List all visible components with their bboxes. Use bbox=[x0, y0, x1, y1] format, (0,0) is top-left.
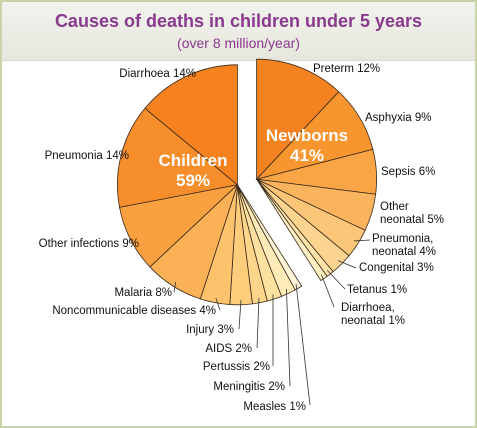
leader-line-noncommunicable-diseases-4 bbox=[215, 297, 221, 311]
slice-label-injury-3: Injury 3% bbox=[186, 324, 234, 336]
slice-label-pneumonia-neonatal-4: Pneumonia, neonatal 4% bbox=[372, 233, 436, 258]
pie-slice-pneumonia-14 bbox=[117, 107, 239, 208]
leader-line-aids-2 bbox=[256, 297, 260, 349]
leader-lines bbox=[173, 239, 371, 406]
slice-label-aids-2: AIDS 2% bbox=[205, 343, 252, 355]
pie-slices bbox=[117, 58, 377, 306]
pie-slice-preterm-12 bbox=[256, 58, 340, 181]
pie-slice-diarrhoea-14 bbox=[144, 64, 238, 186]
slice-label-congenital-3: Congenital 3% bbox=[359, 262, 434, 274]
leader-line-diarrhoea-neonatal-1 bbox=[320, 274, 335, 308]
leader-line-meningitis-2 bbox=[286, 289, 291, 387]
group-name-children: Children bbox=[159, 151, 228, 170]
slice-label-other-neonatal-5: Other neonatal 5% bbox=[380, 201, 444, 226]
leader-line-injury-3 bbox=[238, 299, 242, 330]
slice-labels: Preterm 12% Asphyxia 9% Sepsis 6% Other neon… bbox=[39, 63, 444, 413]
slice-label-sepsis-6: Sepsis 6% bbox=[381, 166, 435, 178]
group-name-newborns: Newborns bbox=[266, 126, 348, 145]
leader-line-tetanus-1 bbox=[326, 269, 346, 290]
leader-line-congenital-3 bbox=[337, 260, 357, 269]
group-percent-children: 59% bbox=[176, 171, 210, 190]
slice-label-measles-1: Measles 1% bbox=[243, 401, 306, 413]
slice-label-preterm-12: Preterm 12% bbox=[313, 63, 380, 75]
leader-line-measles-1 bbox=[295, 283, 311, 406]
chart-title: Causes of deaths in children under 5 yea… bbox=[54, 11, 423, 31]
pie-slice-diarrhoea-neonatal-1 bbox=[256, 178, 328, 282]
group-percent-newborns: 41% bbox=[290, 146, 324, 165]
leader-line-malaria-8 bbox=[173, 281, 177, 293]
slice-label-diarrhoea-14: Diarrhoea 14% bbox=[119, 68, 196, 80]
slice-label-pertussis-2: Pertussis 2% bbox=[203, 361, 270, 373]
slice-label-diarrhoea-neonatal-1: Diarrhoea, neonatal 1% bbox=[341, 302, 405, 327]
slice-label-malaria-8: Malaria 8% bbox=[114, 287, 172, 299]
title-band bbox=[2, 2, 475, 61]
slice-label-tetanus-1: Tetanus 1% bbox=[347, 284, 407, 296]
slice-label-meningitis-2: Meningitis 2% bbox=[213, 381, 285, 393]
leader-line-pneumonia-neonatal-4 bbox=[353, 239, 371, 242]
slice-label-noncommunicable-diseases-4: Noncommunicable diseases 4% bbox=[52, 305, 216, 317]
slice-label-asphyxia-9: Asphyxia 9% bbox=[365, 112, 431, 124]
slice-label-pneumonia-14: Pneumonia 14% bbox=[45, 150, 129, 162]
slice-label-other-infections-9: Other infections 9% bbox=[39, 238, 139, 250]
chart-subtitle: (over 8 million/year) bbox=[177, 35, 300, 51]
